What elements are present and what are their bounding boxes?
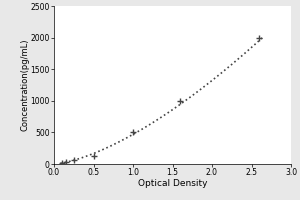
X-axis label: Optical Density: Optical Density [138, 179, 207, 188]
Y-axis label: Concentration(pg/mL): Concentration(pg/mL) [20, 39, 29, 131]
